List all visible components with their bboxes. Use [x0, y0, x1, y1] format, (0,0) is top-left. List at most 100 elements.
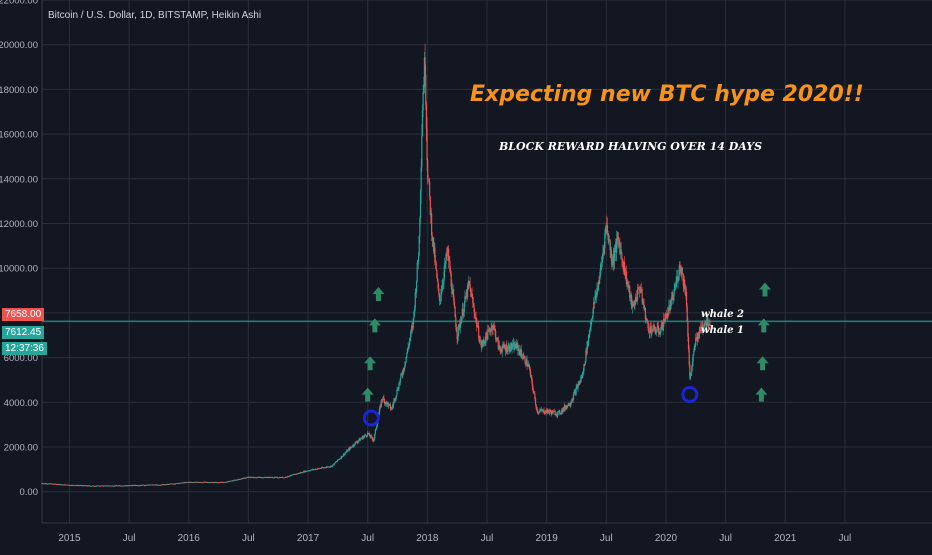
candle-body	[668, 305, 670, 314]
candle-body	[370, 435, 373, 437]
candle-body	[501, 348, 503, 353]
candle-body	[224, 482, 226, 483]
candle-body	[192, 482, 194, 483]
candle-body	[55, 483, 57, 485]
candle-body	[514, 344, 516, 348]
candle-body	[285, 476, 288, 478]
candle-body	[390, 408, 392, 410]
candle-body	[304, 470, 306, 473]
candle-body	[266, 477, 268, 479]
candle-body	[336, 461, 338, 463]
candle-body	[572, 399, 574, 401]
candle-body	[662, 326, 664, 330]
candle-body	[397, 389, 399, 391]
candle-body	[485, 332, 488, 337]
candle-body	[521, 353, 523, 358]
candle-body	[483, 341, 485, 344]
candle-body	[681, 267, 683, 275]
candle-body	[134, 485, 137, 486]
candle-body	[127, 485, 129, 487]
candle-body	[119, 485, 122, 487]
candle-body	[75, 485, 77, 487]
candle-body	[430, 213, 432, 215]
candle-body	[484, 341, 486, 343]
candle-body	[212, 482, 214, 483]
candle-body	[230, 480, 233, 482]
candle-body	[140, 485, 142, 487]
candle-body	[634, 304, 636, 306]
candle-body	[68, 484, 71, 486]
candle-body	[274, 476, 276, 478]
candle-body	[278, 477, 280, 479]
candle-body	[372, 440, 375, 442]
candle-body	[592, 309, 594, 317]
candle-body	[438, 293, 441, 301]
candle-body	[356, 442, 358, 444]
candle-body	[442, 284, 444, 287]
candle-body	[576, 386, 578, 388]
candle-body	[532, 390, 535, 393]
candle-body	[555, 414, 558, 416]
candle-body	[410, 332, 412, 338]
candle-body	[700, 325, 703, 332]
candle-body	[308, 470, 310, 472]
candle-body	[480, 340, 482, 342]
candle-body	[661, 321, 663, 330]
candle-body	[613, 253, 615, 262]
candle-body	[181, 482, 184, 484]
candle-body	[128, 485, 130, 487]
candle-body	[535, 404, 537, 409]
candle-body	[96, 485, 99, 487]
candle-body	[329, 466, 331, 468]
candle-body	[705, 322, 707, 325]
candle-body	[208, 482, 210, 484]
candle-body	[234, 479, 236, 481]
candle-body	[383, 397, 385, 400]
candle-body	[370, 435, 372, 438]
candle-body	[572, 394, 575, 400]
candle-body	[70, 484, 73, 486]
candle-body	[394, 398, 396, 400]
y-tick-label: 6000.00	[4, 353, 38, 364]
candle-body	[199, 481, 201, 483]
candle-body	[601, 256, 603, 264]
candle-body	[543, 409, 545, 414]
candle-body	[415, 280, 418, 293]
candle-body	[640, 289, 642, 292]
candle-body	[275, 476, 277, 478]
candle-body	[346, 450, 348, 453]
y-tick-label: 18000.00	[0, 85, 38, 96]
x-tick-label: 2019	[536, 533, 559, 544]
candle-body	[495, 330, 497, 340]
candle-body	[156, 484, 158, 486]
candle-body	[653, 324, 655, 326]
candle-body	[333, 463, 335, 466]
candle-body	[365, 435, 367, 437]
candle-body	[605, 225, 607, 228]
candle-body	[670, 297, 673, 301]
candle-body	[439, 300, 441, 302]
candle-body	[374, 433, 376, 439]
candle-body	[521, 357, 524, 359]
candle-body	[202, 482, 204, 484]
candle-body	[140, 485, 142, 487]
candle-body	[527, 364, 529, 367]
candle-body	[268, 477, 270, 479]
candle-body	[223, 482, 225, 483]
candle-body	[547, 409, 549, 412]
candle-body	[196, 482, 199, 483]
candle-body	[105, 485, 107, 487]
candle-body	[400, 373, 403, 375]
whale-1-label: whale 1	[701, 325, 744, 336]
highlight-circle	[681, 385, 699, 403]
candle-body	[252, 477, 254, 478]
candle-body	[229, 480, 231, 482]
candle-body	[542, 410, 544, 412]
candle-body	[412, 317, 414, 328]
candle-body	[79, 485, 82, 486]
candle-body	[149, 484, 152, 486]
candle-body	[414, 291, 416, 309]
candle-body	[334, 462, 336, 464]
candle-body	[205, 481, 207, 483]
